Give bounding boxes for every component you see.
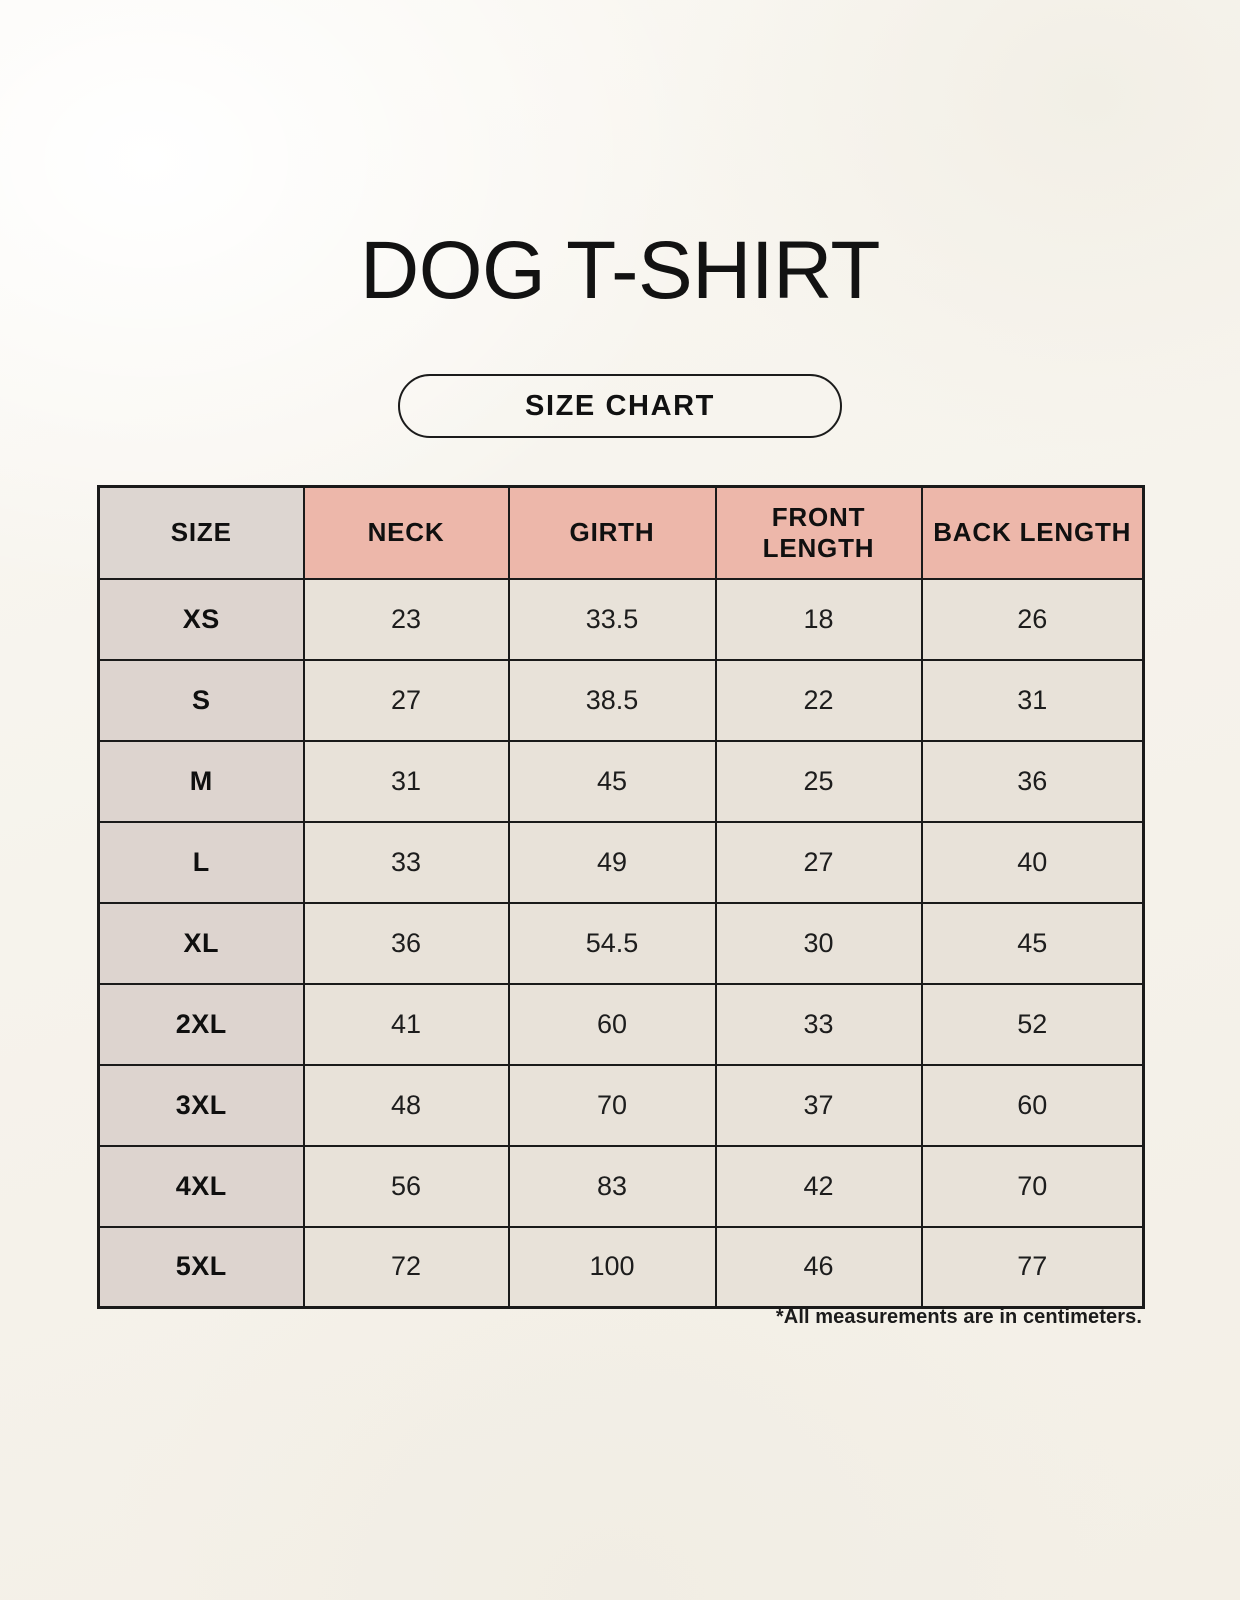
- cell-girth: 38.5: [507, 658, 717, 742]
- table-row: 3XL 48 70 37 60: [97, 1063, 1145, 1147]
- cell-back-length: 26: [920, 577, 1145, 661]
- cell-back-length: 40: [920, 820, 1145, 904]
- cell-size: 4XL: [97, 1144, 305, 1228]
- size-table-container: SIZE NECK GIRTH FRONT LENGTH BACK LENGTH…: [97, 485, 1145, 1309]
- cell-size: XL: [97, 901, 305, 985]
- table-row: XL 36 54.5 30 45: [97, 901, 1145, 985]
- cell-neck: 33: [302, 820, 510, 904]
- cell-girth: 100: [507, 1225, 717, 1309]
- cell-front-length: 46: [714, 1225, 923, 1309]
- cell-neck: 27: [302, 658, 510, 742]
- cell-girth: 83: [507, 1144, 717, 1228]
- size-chart-badge: SIZE CHART: [398, 374, 842, 438]
- cell-front-length: 27: [714, 820, 923, 904]
- cell-back-length: 70: [920, 1144, 1145, 1228]
- measurement-note: *All measurements are in centimeters.: [775, 1306, 1142, 1328]
- cell-back-length: 31: [920, 658, 1145, 742]
- table-row: M 31 45 25 36: [97, 739, 1145, 823]
- cell-front-length: 22: [714, 658, 923, 742]
- column-header-front-length: FRONT LENGTH: [714, 485, 923, 580]
- cell-size: L: [97, 820, 305, 904]
- table-row: 2XL 41 60 33 52: [97, 982, 1145, 1066]
- cell-girth: 70: [507, 1063, 717, 1147]
- size-table: SIZE NECK GIRTH FRONT LENGTH BACK LENGTH…: [97, 485, 1145, 1309]
- table-header-row: SIZE NECK GIRTH FRONT LENGTH BACK LENGTH: [97, 485, 1145, 580]
- cell-neck: 41: [302, 982, 510, 1066]
- cell-back-length: 77: [920, 1225, 1145, 1309]
- cell-neck: 56: [302, 1144, 510, 1228]
- column-header-back-length: BACK LENGTH: [920, 485, 1145, 580]
- cell-neck: 23: [302, 577, 510, 661]
- column-header-size: SIZE: [97, 485, 305, 580]
- cell-front-length: 33: [714, 982, 923, 1066]
- cell-girth: 49: [507, 820, 717, 904]
- cell-back-length: 45: [920, 901, 1145, 985]
- cell-neck: 48: [302, 1063, 510, 1147]
- table-body: XS 23 33.5 18 26 S 27 38.5 22 31 M 31 45 25 36 L 33 49 27 4…: [97, 577, 1145, 1309]
- cell-size: S: [97, 658, 305, 742]
- table-row: S 27 38.5 22 31: [97, 658, 1145, 742]
- cell-back-length: 36: [920, 739, 1145, 823]
- cell-front-length: 18: [714, 577, 923, 661]
- cell-girth: 33.5: [507, 577, 717, 661]
- badge-container: SIZE CHART: [0, 374, 1240, 438]
- cell-girth: 60: [507, 982, 717, 1066]
- table-row: 4XL 56 83 42 70: [97, 1144, 1145, 1228]
- column-header-girth: GIRTH: [507, 485, 717, 580]
- cell-front-length: 42: [714, 1144, 923, 1228]
- cell-front-length: 25: [714, 739, 923, 823]
- cell-front-length: 37: [714, 1063, 923, 1147]
- table-row: L 33 49 27 40: [97, 820, 1145, 904]
- table-header: SIZE NECK GIRTH FRONT LENGTH BACK LENGTH: [97, 485, 1145, 580]
- cell-neck: 72: [302, 1225, 510, 1309]
- cell-size: XS: [97, 577, 305, 661]
- cell-neck: 36: [302, 901, 510, 985]
- table-row: 5XL 72 100 46 77: [97, 1225, 1145, 1309]
- cell-front-length: 30: [714, 901, 923, 985]
- table-row: XS 23 33.5 18 26: [97, 577, 1145, 661]
- cell-back-length: 52: [920, 982, 1145, 1066]
- cell-girth: 45: [507, 739, 717, 823]
- column-header-neck: NECK: [302, 485, 510, 580]
- cell-back-length: 60: [920, 1063, 1145, 1147]
- cell-girth: 54.5: [507, 901, 717, 985]
- cell-size: M: [97, 739, 305, 823]
- size-chart-badge-label: SIZE CHART: [525, 389, 715, 422]
- cell-neck: 31: [302, 739, 510, 823]
- page-title: DOG T-SHIRT: [360, 225, 880, 316]
- cell-size: 3XL: [97, 1063, 305, 1147]
- cell-size: 5XL: [97, 1225, 305, 1309]
- cell-size: 2XL: [97, 982, 305, 1066]
